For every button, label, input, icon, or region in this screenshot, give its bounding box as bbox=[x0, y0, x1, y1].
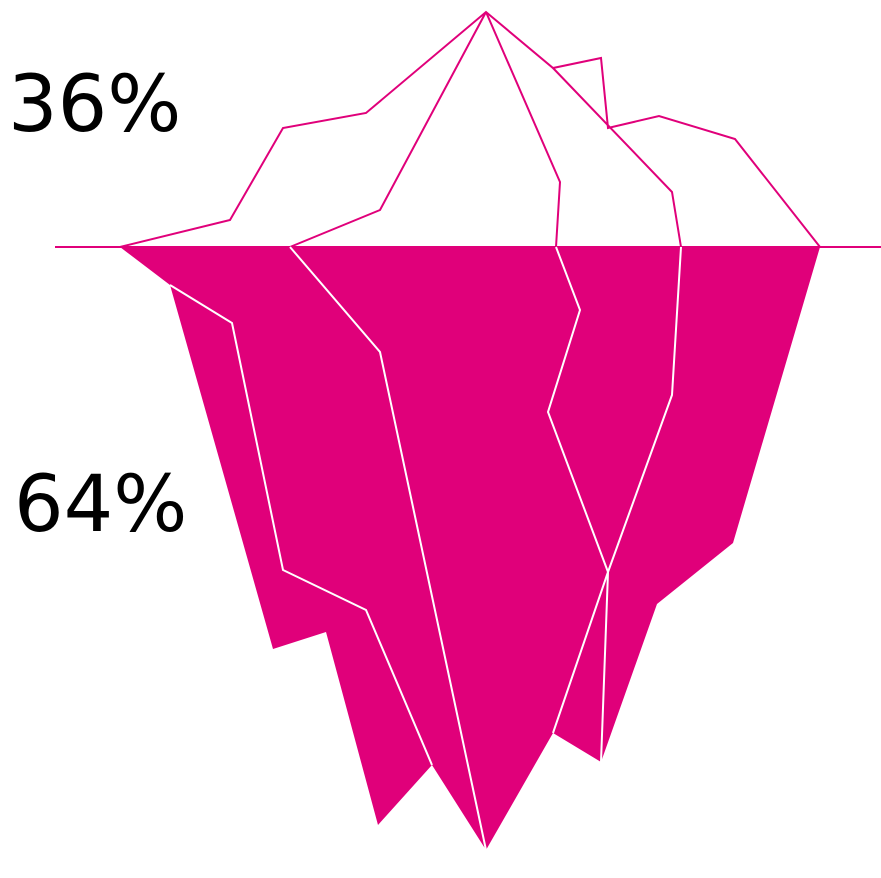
top-facet bbox=[289, 11, 487, 248]
bottom-facet bbox=[289, 246, 487, 851]
iceberg-bottom bbox=[120, 246, 820, 851]
above-water-label: 36% bbox=[8, 60, 181, 150]
bottom-facet bbox=[600, 246, 682, 763]
bottom-facet bbox=[546, 246, 610, 734]
top-facet bbox=[485, 11, 562, 248]
bottom-facet bbox=[169, 284, 433, 766]
iceberg-top bbox=[119, 10, 821, 248]
top-facet bbox=[552, 67, 682, 248]
below-water-label: 64% bbox=[14, 460, 187, 550]
bottom-shape bbox=[120, 247, 820, 850]
top-outline bbox=[119, 10, 821, 248]
